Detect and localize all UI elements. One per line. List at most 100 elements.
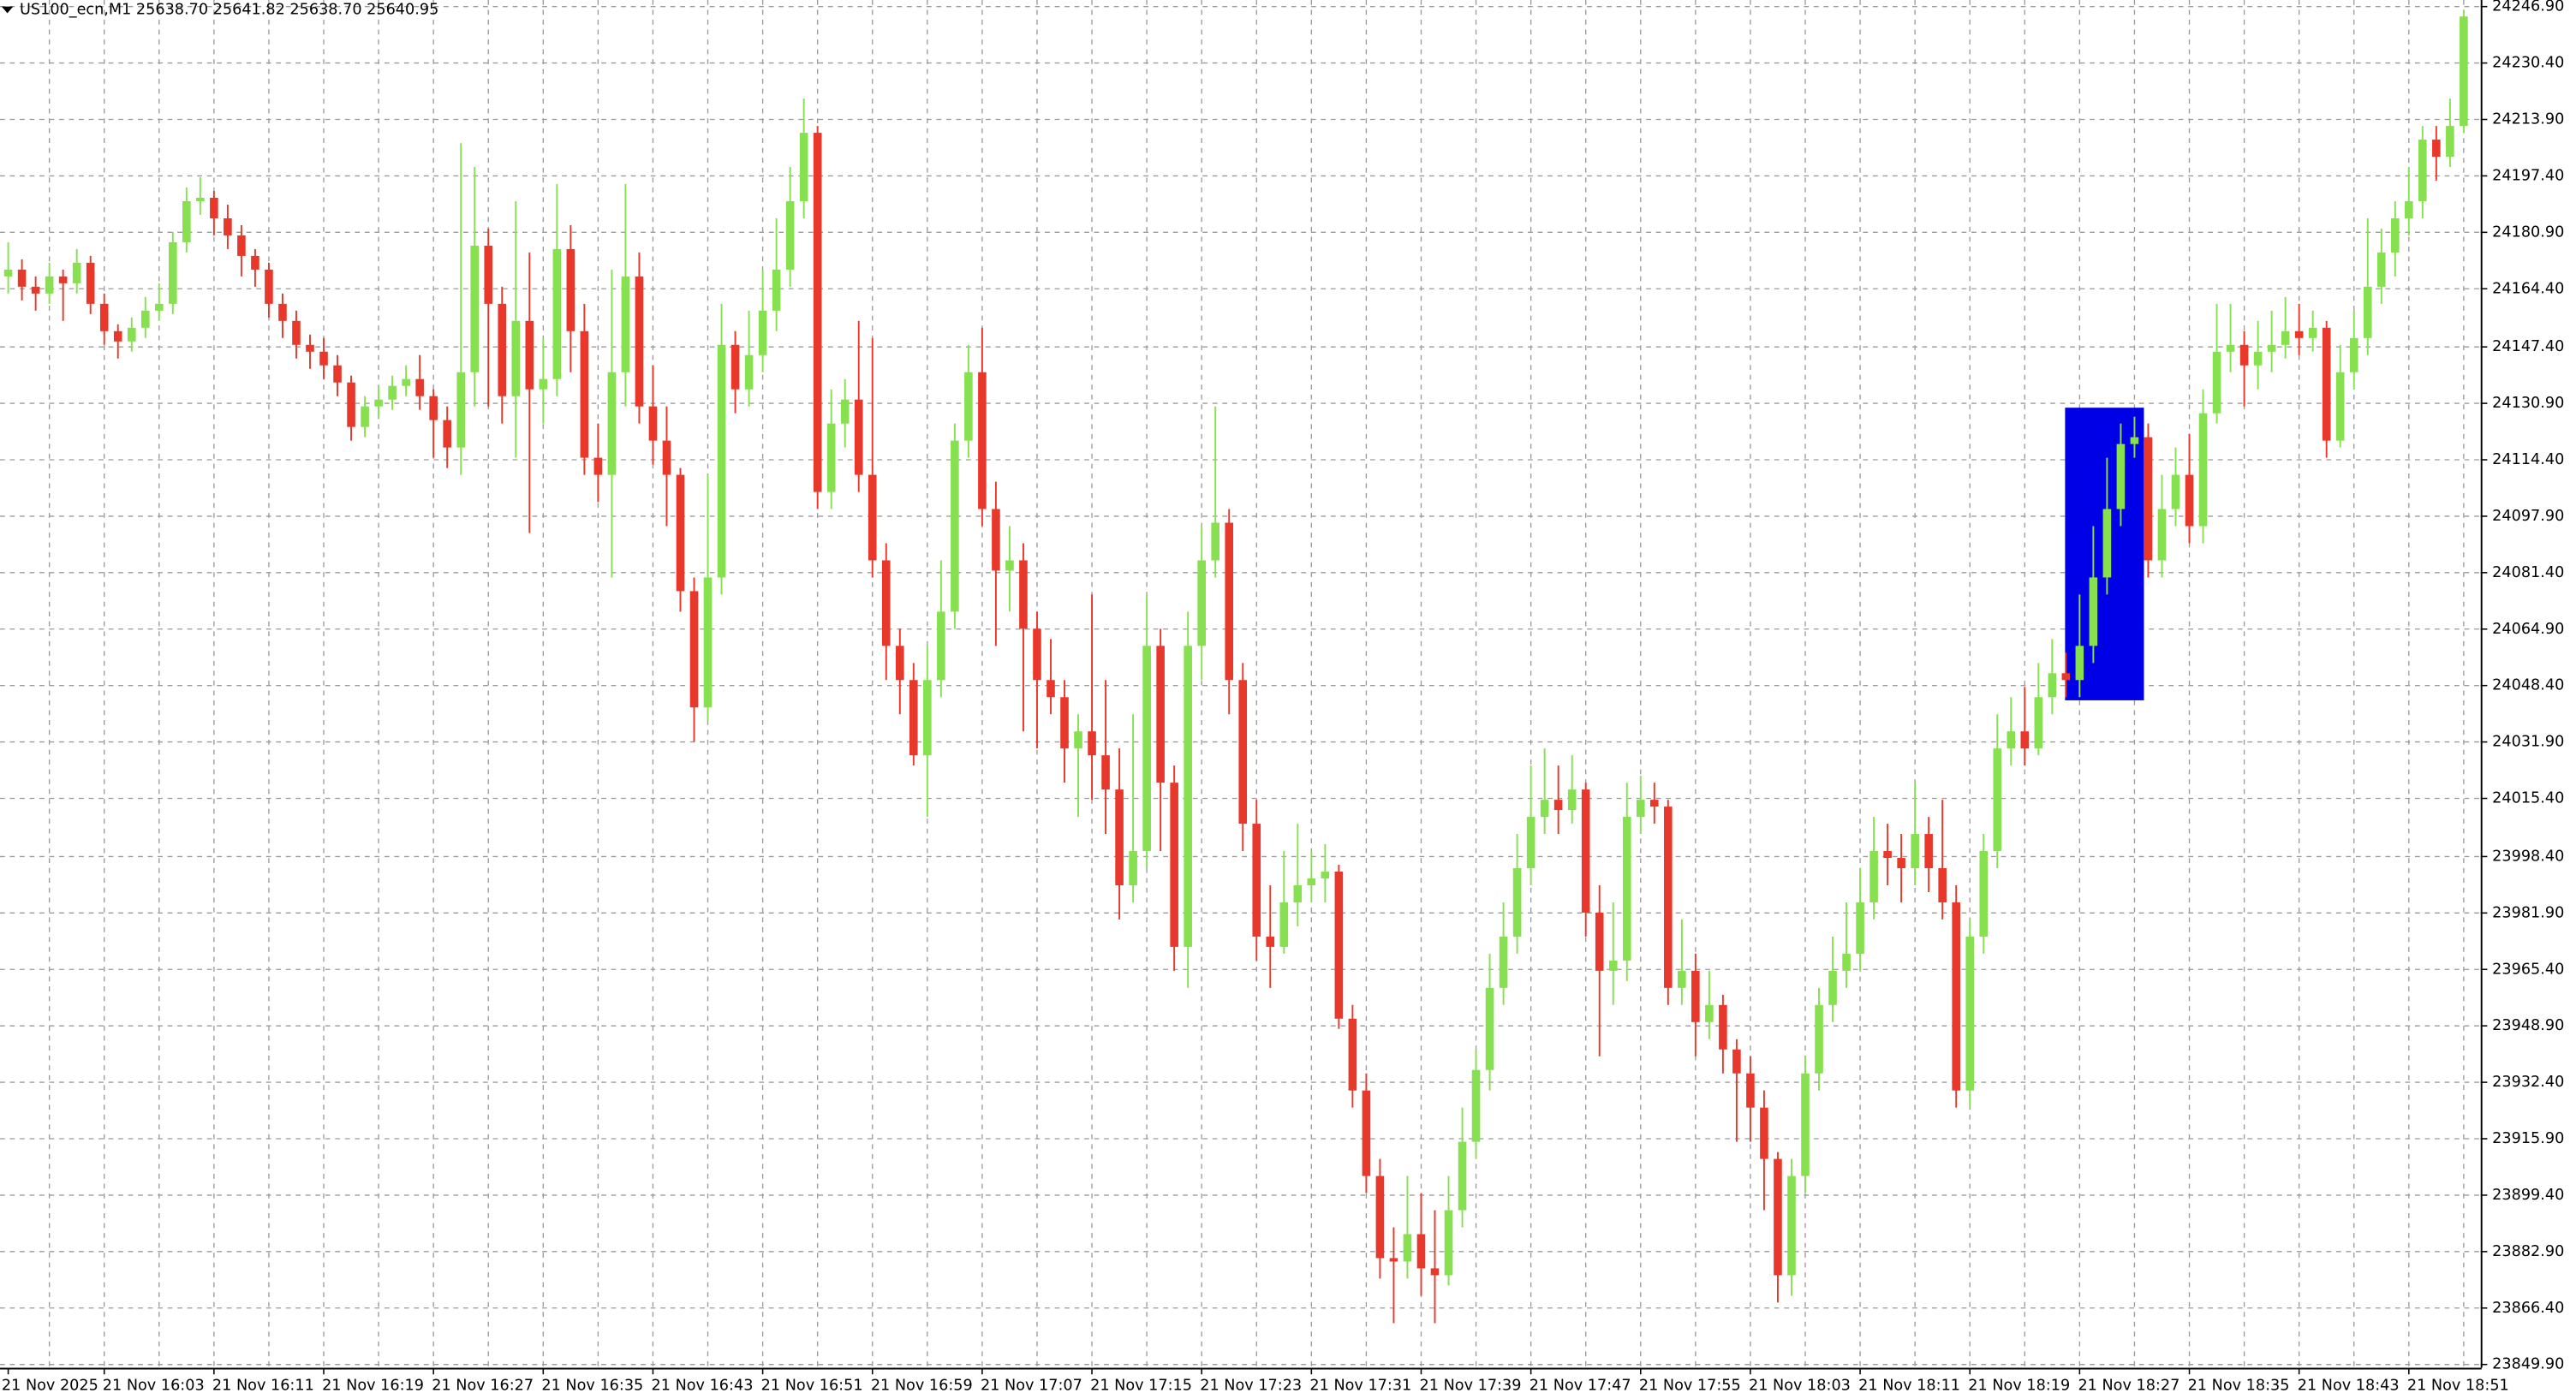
y-tick-label: 24197.40: [2492, 167, 2564, 184]
x-tick-label: 21 Nov 17:39: [1420, 1378, 1522, 1395]
candle-body: [1705, 1004, 1714, 1022]
candle-body: [813, 133, 822, 492]
candle-body: [2198, 413, 2208, 527]
candle-body: [607, 372, 617, 475]
candle-body: [1595, 912, 1604, 971]
y-tick-label: 24015.40: [2492, 790, 2564, 807]
candle-body: [140, 310, 150, 328]
y-tick-label: 23965.40: [2492, 961, 2564, 978]
candle-body: [1567, 789, 1577, 811]
candle-body: [2144, 437, 2153, 561]
x-tick-label: 21 Nov 17:55: [1639, 1378, 1741, 1395]
candle-body: [456, 372, 465, 448]
candle-body: [909, 680, 918, 756]
x-tick-label: 21 Nov 16:51: [761, 1378, 863, 1395]
candle-body: [868, 474, 877, 561]
candle-body: [1485, 987, 1494, 1070]
candle-body: [2446, 126, 2454, 158]
candle-body: [1334, 872, 1344, 1019]
y-tick-label: 24097.90: [2492, 508, 2564, 525]
candle-body: [1897, 858, 1905, 869]
candle-body: [17, 269, 27, 287]
y-tick-label: 24031.90: [2492, 734, 2564, 751]
menu-icon[interactable]: [1, 6, 14, 14]
candle-body: [1170, 783, 1178, 947]
candle-body: [1074, 731, 1082, 749]
y-tick-label: 23882.90: [2492, 1243, 2564, 1260]
y-tick-label: 23915.90: [2492, 1130, 2564, 1147]
candle-body: [744, 354, 754, 390]
candle-body: [1403, 1234, 1412, 1262]
candle-body: [1911, 834, 1919, 869]
candle-body: [2185, 474, 2194, 527]
candle-body: [2226, 344, 2235, 352]
candle-body: [2335, 372, 2345, 441]
candle-body: [470, 245, 480, 372]
candle-body: [1869, 851, 1878, 902]
candle-body: [347, 382, 355, 427]
x-tick-label: 21 Nov 17:15: [1090, 1378, 1192, 1395]
candle-body: [1101, 755, 1110, 790]
candle-body: [758, 310, 767, 355]
candle-body: [923, 680, 932, 756]
candle-body: [1746, 1073, 1755, 1108]
candle-body: [703, 577, 713, 708]
candle-body: [621, 276, 630, 372]
candle-body: [525, 320, 534, 390]
candle-body: [676, 474, 685, 592]
candle-body: [429, 396, 438, 420]
candle-body: [1774, 1158, 1782, 1276]
y-tick-label: 23981.90: [2492, 904, 2564, 921]
candle-body: [2460, 16, 2468, 127]
candle-body: [2281, 330, 2290, 345]
candle-body: [1266, 936, 1275, 947]
candle-body: [1526, 817, 1535, 869]
y-tick-label: 23998.40: [2492, 848, 2564, 865]
candle-body: [2034, 697, 2043, 749]
candle-body: [2349, 337, 2358, 372]
candle-body: [1211, 522, 1220, 561]
candle-body: [1471, 1069, 1481, 1142]
x-tick-label: 21 Nov 18:27: [2078, 1378, 2179, 1395]
candle-body: [278, 303, 287, 321]
candle-body: [772, 269, 781, 311]
y-tick-label: 24114.40: [2492, 451, 2564, 468]
candle-body: [1650, 800, 1659, 807]
x-tick-label: 21 Nov 17:07: [981, 1378, 1082, 1395]
candle-body: [552, 248, 562, 379]
candle-body: [1321, 872, 1330, 878]
x-tick-label: 21 Nov 16:11: [212, 1378, 314, 1395]
candle-body: [292, 320, 301, 345]
candle-body: [2089, 577, 2098, 646]
candle-body: [1499, 936, 1508, 988]
candle-body: [498, 303, 507, 396]
y-tick-label: 24230.40: [2492, 55, 2564, 72]
candle-body: [1362, 1090, 1371, 1176]
candle-body: [1293, 884, 1303, 902]
candle-body: [2048, 673, 2057, 698]
candle-body: [2171, 474, 2180, 509]
candle-body: [2294, 330, 2304, 338]
candle-body: [1993, 748, 2002, 852]
candle-body: [1197, 560, 1206, 646]
candle-body: [86, 262, 95, 304]
candle-body: [1375, 1176, 1385, 1259]
candle-body: [2116, 444, 2126, 509]
candle-body: [1060, 697, 1069, 749]
candle-body: [1115, 789, 1124, 885]
candle-body: [402, 378, 410, 386]
y-tick-label: 23899.40: [2492, 1187, 2564, 1204]
candle-body: [730, 344, 740, 390]
candle-body: [1678, 970, 1686, 988]
y-tick-label: 24164.40: [2492, 280, 2564, 297]
candle-body: [593, 457, 603, 475]
candle-body: [1238, 680, 1248, 825]
candle-layer: [3, 9, 2468, 1324]
candle-body: [2376, 252, 2386, 287]
candle-body: [1924, 834, 1933, 869]
candle-body: [1225, 522, 1234, 681]
y-tick-label: 23849.90: [2492, 1356, 2564, 1373]
candle-body: [1856, 902, 1864, 954]
